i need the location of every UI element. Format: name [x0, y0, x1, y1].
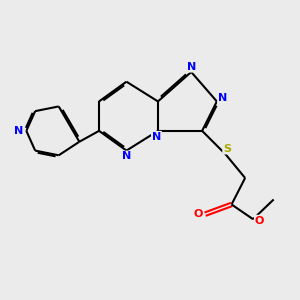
Text: N: N — [14, 126, 24, 136]
Text: N: N — [152, 132, 161, 142]
Text: N: N — [218, 94, 227, 103]
Text: N: N — [187, 62, 196, 72]
Text: O: O — [255, 216, 264, 226]
Text: S: S — [223, 143, 231, 154]
Text: N: N — [122, 152, 131, 161]
Text: O: O — [194, 209, 203, 219]
